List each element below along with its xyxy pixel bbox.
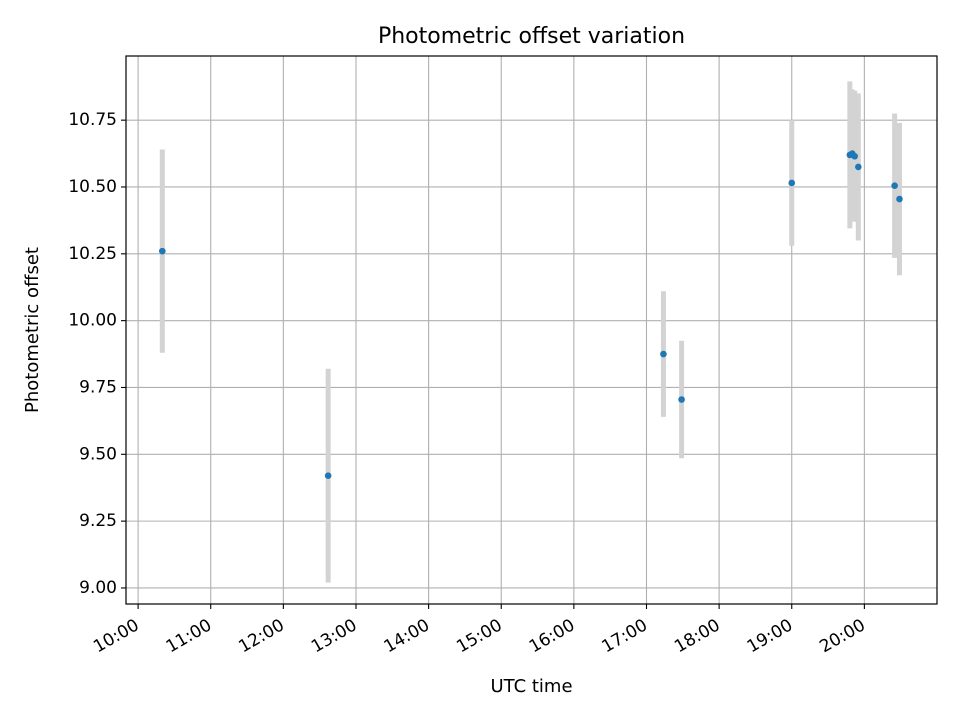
y-tick-label: 10.25 (68, 244, 117, 264)
y-axis-ticks: 9.00 9.25 9.50 9.75 10.00 10.25 10.50 10.75 (68, 110, 126, 598)
y-tick-label: 9.25 (79, 511, 117, 531)
y-axis-label: Photometric offset (22, 247, 43, 413)
y-tick-label: 10.50 (68, 177, 117, 197)
x-axis-label: UTC time (490, 676, 572, 697)
data-point (855, 163, 862, 171)
data-point (851, 152, 858, 160)
grid-layer (126, 56, 937, 604)
data-point (678, 396, 685, 403)
data-point (324, 472, 332, 479)
data-point (159, 247, 166, 255)
y-tick-label: 10.75 (68, 110, 117, 130)
y-tick-label: 9.50 (79, 444, 117, 464)
data-point (788, 179, 796, 187)
y-tick-label: 10.00 (68, 311, 117, 331)
data-point (896, 195, 903, 203)
data-point (660, 350, 667, 358)
plot-frame (125, 55, 938, 605)
chart-title: Photometric offset variation (378, 24, 685, 49)
data-point (891, 182, 898, 189)
y-tick-label: 9.75 (79, 377, 117, 397)
point-layer (159, 150, 903, 479)
y-tick-label: 9.00 (79, 578, 117, 598)
